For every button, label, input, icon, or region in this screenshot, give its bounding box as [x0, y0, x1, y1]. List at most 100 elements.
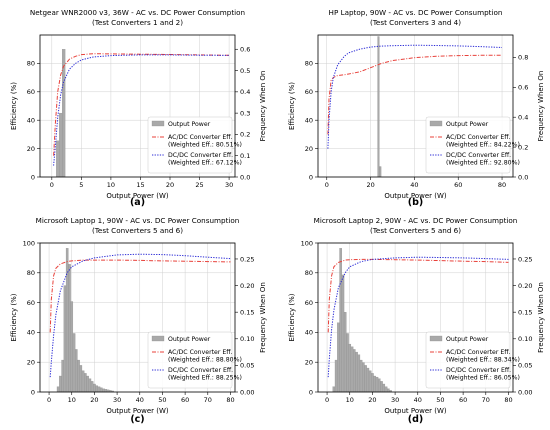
x-tick-label: 25: [195, 181, 203, 189]
legend-label-histogram: Output Power: [168, 121, 211, 128]
histogram-bar: [62, 49, 66, 177]
plot-frame: [317, 242, 514, 393]
histogram-bar: [366, 367, 370, 392]
histogram-bar: [72, 333, 76, 392]
y2-tick-label: 0.4: [518, 114, 528, 122]
x-tick-label: 30: [113, 396, 121, 404]
histogram-bar: [364, 365, 367, 392]
series-line-2: [49, 253, 231, 378]
x-tick-label: 40: [410, 181, 418, 189]
y-tick-label: 20: [27, 145, 35, 153]
x-tick-label: 20: [366, 181, 374, 189]
histogram-bar: [102, 388, 105, 392]
chart-title: Netgear WNR2000 v3, 36W - AC vs. DC Powe…: [30, 8, 245, 17]
histogram-bar: [79, 365, 83, 392]
chart-title: Microsoft Laptop 2, 90W - AC vs. DC Powe…: [314, 216, 518, 225]
histogram-bar: [350, 346, 354, 392]
panel-label: (b): [408, 197, 423, 208]
histogram-bar: [384, 386, 388, 392]
legend-label-series-2-weighted: (Weighted Eff.: 88.25%): [168, 375, 242, 382]
y2-tick-label: 0.2: [240, 131, 250, 139]
histogram-bar: [334, 359, 338, 392]
chart-panel-3: Microsoft Laptop 1, 90W - AC vs. DC Powe…: [10, 216, 267, 425]
y2-axis-label: Frequency When On: [537, 71, 545, 142]
y2-axis-label: Frequency When On: [537, 282, 545, 353]
x-tick-label: 30: [225, 181, 233, 189]
y2-tick-label: 0.00: [240, 388, 254, 396]
series-lines: [49, 253, 231, 378]
y-tick-label: 40: [305, 117, 313, 125]
legend-label-series-1-weighted: (Weighted Eff.: 88.34%): [446, 357, 520, 364]
y2-tick-label: 0.2: [518, 143, 528, 151]
histogram-bar: [56, 140, 60, 177]
x-tick-label: 50: [158, 396, 166, 404]
chart-subtitle: (Test Converters 3 and 4): [370, 18, 461, 27]
x-tick-label: 15: [136, 181, 144, 189]
histogram-bar: [377, 378, 381, 392]
histogram-bar: [59, 375, 62, 392]
panel-label: (a): [130, 197, 145, 208]
histogram-bar: [382, 383, 386, 392]
legend-label-series-1: AC/DC Converter Eff.: [446, 134, 511, 141]
legend-label-series-1: AC/DC Converter Eff.: [168, 349, 233, 356]
histogram-bar: [56, 386, 60, 392]
legend-label-series-1-weighted: (Weighted Eff.: 80.51%): [168, 142, 242, 149]
series-line-1: [327, 54, 503, 135]
series-lines: [53, 53, 230, 166]
y2-tick-label: 0.05: [240, 362, 254, 370]
y-tick-label: 60: [305, 88, 313, 96]
y2-tick-label: 0.6: [518, 84, 528, 92]
series-line-1: [327, 258, 509, 333]
legend-label-series-2-weighted: (Weighted Eff.: 92.80%): [446, 160, 520, 167]
x-tick-label: 80: [498, 181, 506, 189]
y2-tick-label: 0.5: [240, 67, 250, 75]
y2-tick-label: 0.6: [240, 46, 250, 54]
x-tick-label: 10: [346, 396, 354, 404]
x-tick-label: 60: [181, 396, 189, 404]
histogram-bar: [332, 386, 336, 392]
x-tick-label: 20: [90, 396, 98, 404]
panel-label: (c): [130, 414, 144, 425]
y2-tick-label: 0.05: [518, 362, 532, 370]
y-axis-label: Efficiency (%): [10, 293, 18, 341]
y-tick-label: 20: [305, 145, 313, 153]
histogram-bar: [97, 386, 101, 392]
legend-swatch-histogram: [151, 120, 165, 127]
y-tick-label: 0: [309, 388, 313, 396]
y-tick-label: 60: [27, 88, 35, 96]
histogram-bar: [379, 166, 382, 177]
y-tick-label: 80: [27, 60, 35, 68]
y2-tick-label: 0.15: [518, 308, 532, 316]
histogram-bar: [93, 383, 96, 392]
histogram-bar: [377, 36, 380, 177]
histogram-bar: [63, 285, 67, 392]
legend-label-series-1-weighted: (Weighted Eff.: 84.22%): [446, 142, 520, 149]
chart-panel-1: Netgear WNR2000 v3, 36W - AC vs. DC Powe…: [10, 8, 267, 208]
y-tick-label: 40: [27, 117, 35, 125]
x-tick-label: 10: [68, 396, 76, 404]
x-axis-label: Output Power (W): [384, 407, 447, 415]
histogram-bar: [90, 381, 94, 392]
chart-panel-2: HP Laptop, 90W - AC vs. DC Power Consump…: [288, 8, 545, 208]
x-tick-label: 5: [79, 181, 83, 189]
y2-tick-label: 0.00: [518, 388, 532, 396]
legend-swatch-histogram: [429, 120, 443, 127]
series-line-1: [53, 53, 230, 156]
y2-tick-label: 0.8: [518, 54, 528, 62]
legend-label-histogram: Output Power: [446, 121, 489, 128]
x-tick-label: 30: [391, 396, 399, 404]
y2-tick-label: 0.25: [518, 255, 532, 263]
y-axis-label: Efficiency (%): [288, 293, 296, 341]
x-tick-label: 70: [204, 396, 212, 404]
series-lines: [327, 256, 509, 378]
series-line-2: [327, 256, 509, 378]
y-axis-label: Efficiency (%): [10, 82, 18, 130]
chart-title: Microsoft Laptop 1, 90W - AC vs. DC Powe…: [36, 216, 240, 225]
series-line-1: [49, 259, 231, 333]
plot-frame: [39, 34, 236, 178]
legend-box: [425, 116, 511, 174]
histogram-bar: [368, 370, 372, 392]
x-tick-label: 20: [166, 181, 174, 189]
y-tick-label: 100: [301, 239, 313, 247]
